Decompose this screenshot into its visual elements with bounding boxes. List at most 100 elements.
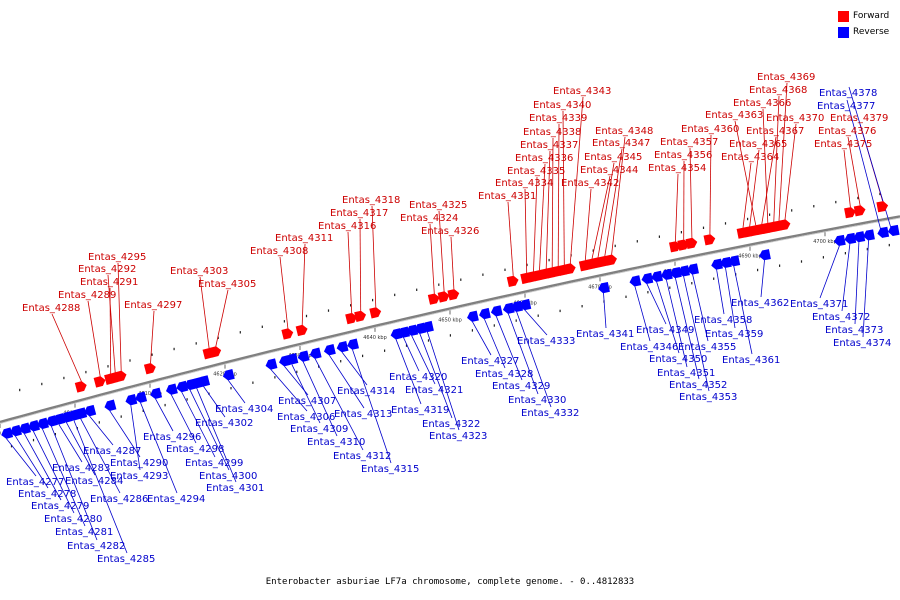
gene-label-entas-4332[interactable]: Entas_4332 <box>521 408 579 419</box>
gene-label-entas-4284[interactable]: Entas_4284 <box>65 476 123 487</box>
reverse-gene-arrow[interactable] <box>397 326 410 338</box>
reverse-gene-arrow[interactable] <box>18 422 32 436</box>
gene-label-entas-4374[interactable]: Entas_4374 <box>833 338 891 349</box>
reverse-gene-arrow[interactable] <box>719 256 732 269</box>
gene-label-entas-4323[interactable]: Entas_4323 <box>429 431 487 442</box>
gene-label-entas-4297[interactable]: Entas_4297 <box>124 300 182 311</box>
reverse-gene-arrow[interactable] <box>149 387 163 400</box>
gene-label-entas-4335[interactable]: Entas_4335 <box>507 166 565 177</box>
gene-label-entas-4356[interactable]: Entas_4356 <box>654 150 712 161</box>
gene-label-entas-4377[interactable]: Entas_4377 <box>817 101 875 112</box>
forward-gene-arrow[interactable] <box>143 362 157 375</box>
reverse-gene-arrow[interactable] <box>165 383 178 395</box>
reverse-gene-arrow[interactable] <box>490 305 503 317</box>
reverse-gene-arrow[interactable] <box>405 324 419 337</box>
reverse-gene-arrow[interactable] <box>650 270 663 283</box>
gene-label-entas-4300[interactable]: Entas_4300 <box>199 471 257 482</box>
gene-label-entas-4291[interactable]: Entas_4291 <box>80 277 138 288</box>
forward-gene-arrow[interactable] <box>295 324 309 337</box>
gene-label-entas-4348[interactable]: Entas_4348 <box>595 126 653 137</box>
gene-label-entas-4365[interactable]: Entas_4365 <box>729 139 787 150</box>
forward-gene-arrow[interactable] <box>74 380 88 393</box>
gene-label-entas-4360[interactable]: Entas_4360 <box>681 124 739 135</box>
gene-label-entas-4330[interactable]: Entas_4330 <box>508 395 566 406</box>
reverse-gene-arrow[interactable] <box>323 344 336 356</box>
gene-label-entas-4301[interactable]: Entas_4301 <box>206 483 264 494</box>
gene-label-entas-4278[interactable]: Entas_4278 <box>18 489 76 500</box>
gene-label-entas-4359[interactable]: Entas_4359 <box>705 329 763 340</box>
reverse-gene-arrow[interactable] <box>36 417 50 431</box>
gene-label-entas-4317[interactable]: Entas_4317 <box>330 208 388 219</box>
reverse-gene-arrow[interactable] <box>346 338 360 350</box>
gene-label-entas-4321[interactable]: Entas_4321 <box>405 385 463 396</box>
gene-label-entas-4312[interactable]: Entas_4312 <box>333 451 391 462</box>
gene-label-entas-4339[interactable]: Entas_4339 <box>529 113 587 124</box>
reverse-gene-arrow[interactable] <box>758 249 771 261</box>
gene-label-entas-4363[interactable]: Entas_4363 <box>705 110 763 121</box>
gene-label-entas-4362[interactable]: Entas_4362 <box>731 298 789 309</box>
forward-gene-arrow[interactable] <box>876 200 889 213</box>
gene-label-entas-4329[interactable]: Entas_4329 <box>492 381 550 392</box>
reverse-gene-arrow[interactable] <box>264 358 278 370</box>
gene-label-entas-4338[interactable]: Entas_4338 <box>523 127 581 138</box>
forward-gene-arrow[interactable] <box>354 310 367 323</box>
reverse-gene-arrow[interactable] <box>124 393 138 406</box>
reverse-gene-arrow[interactable] <box>0 427 14 440</box>
gene-label-entas-4337[interactable]: Entas_4337 <box>520 140 578 151</box>
gene-label-entas-4368[interactable]: Entas_4368 <box>749 85 807 96</box>
gene-label-entas-4346[interactable]: Entas_4346 <box>620 342 678 353</box>
gene-label-entas-4347[interactable]: Entas_4347 <box>592 138 650 149</box>
gene-label-entas-4373[interactable]: Entas_4373 <box>825 325 883 336</box>
reverse-gene-arrow[interactable] <box>74 407 88 420</box>
gene-label-entas-4282[interactable]: Entas_4282 <box>67 541 125 552</box>
gene-label-entas-4306[interactable]: Entas_4306 <box>277 412 335 423</box>
gene-label-entas-4364[interactable]: Entas_4364 <box>721 152 779 163</box>
gene-label-entas-4293[interactable]: Entas_4293 <box>110 471 168 482</box>
reverse-gene-arrow[interactable] <box>686 263 699 275</box>
forward-gene-arrow[interactable] <box>605 254 618 266</box>
forward-gene-arrow[interactable] <box>281 327 294 340</box>
gene-label-entas-4371[interactable]: Entas_4371 <box>790 299 848 310</box>
gene-label-entas-4336[interactable]: Entas_4336 <box>515 153 573 164</box>
gene-label-entas-4290[interactable]: Entas_4290 <box>110 458 168 469</box>
reverse-gene-arrow[interactable] <box>27 420 41 433</box>
gene-label-entas-4289[interactable]: Entas_4289 <box>58 290 116 301</box>
gene-label-entas-4334[interactable]: Entas_4334 <box>495 178 553 189</box>
gene-label-entas-4350[interactable]: Entas_4350 <box>649 354 707 365</box>
gene-label-entas-4331[interactable]: Entas_4331 <box>478 191 536 202</box>
reverse-gene-arrow[interactable] <box>862 229 875 241</box>
gene-label-entas-4358[interactable]: Entas_4358 <box>694 315 752 326</box>
reverse-gene-arrow[interactable] <box>222 369 235 381</box>
forward-gene-arrow[interactable] <box>114 370 128 383</box>
reverse-gene-arrow[interactable] <box>597 281 610 294</box>
reverse-gene-arrow[interactable] <box>83 404 97 417</box>
forward-gene-arrow[interactable] <box>563 262 577 275</box>
gene-label-entas-4286[interactable]: Entas_4286 <box>90 494 148 505</box>
forward-gene-arrow[interactable] <box>669 240 682 253</box>
gene-label-entas-4277[interactable]: Entas_4277 <box>6 477 64 488</box>
gene-label-entas-4315[interactable]: Entas_4315 <box>361 464 419 475</box>
reverse-gene-arrow[interactable] <box>502 302 515 315</box>
gene-label-entas-4367[interactable]: Entas_4367 <box>746 126 804 137</box>
gene-label-entas-4279[interactable]: Entas_4279 <box>31 501 89 512</box>
gene-label-entas-4326[interactable]: Entas_4326 <box>421 226 479 237</box>
reverse-gene-arrow[interactable] <box>285 353 299 365</box>
gene-label-entas-4370[interactable]: Entas_4370 <box>766 113 824 124</box>
gene-label-entas-4285[interactable]: Entas_4285 <box>97 554 155 565</box>
gene-label-entas-4345[interactable]: Entas_4345 <box>584 152 642 163</box>
gene-label-entas-4369[interactable]: Entas_4369 <box>757 72 815 83</box>
forward-gene-arrow[interactable] <box>93 375 107 388</box>
reverse-gene-arrow[interactable] <box>669 266 682 279</box>
gene-label-entas-4280[interactable]: Entas_4280 <box>44 514 102 525</box>
reverse-gene-arrow[interactable] <box>175 380 189 393</box>
forward-gene-arrow[interactable] <box>778 219 792 231</box>
gene-label-entas-4322[interactable]: Entas_4322 <box>422 419 480 430</box>
gene-label-entas-4355[interactable]: Entas_4355 <box>678 342 736 353</box>
reverse-gene-arrow[interactable] <box>9 424 23 438</box>
gene-label-entas-4343[interactable]: Entas_4343 <box>553 86 611 97</box>
gene-label-entas-4305[interactable]: Entas_4305 <box>198 279 256 290</box>
gene-label-entas-4351[interactable]: Entas_4351 <box>657 368 715 379</box>
gene-label-entas-4311[interactable]: Entas_4311 <box>275 233 333 244</box>
gene-label-entas-4295[interactable]: Entas_4295 <box>88 252 146 263</box>
gene-label-entas-4379[interactable]: Entas_4379 <box>830 113 888 124</box>
